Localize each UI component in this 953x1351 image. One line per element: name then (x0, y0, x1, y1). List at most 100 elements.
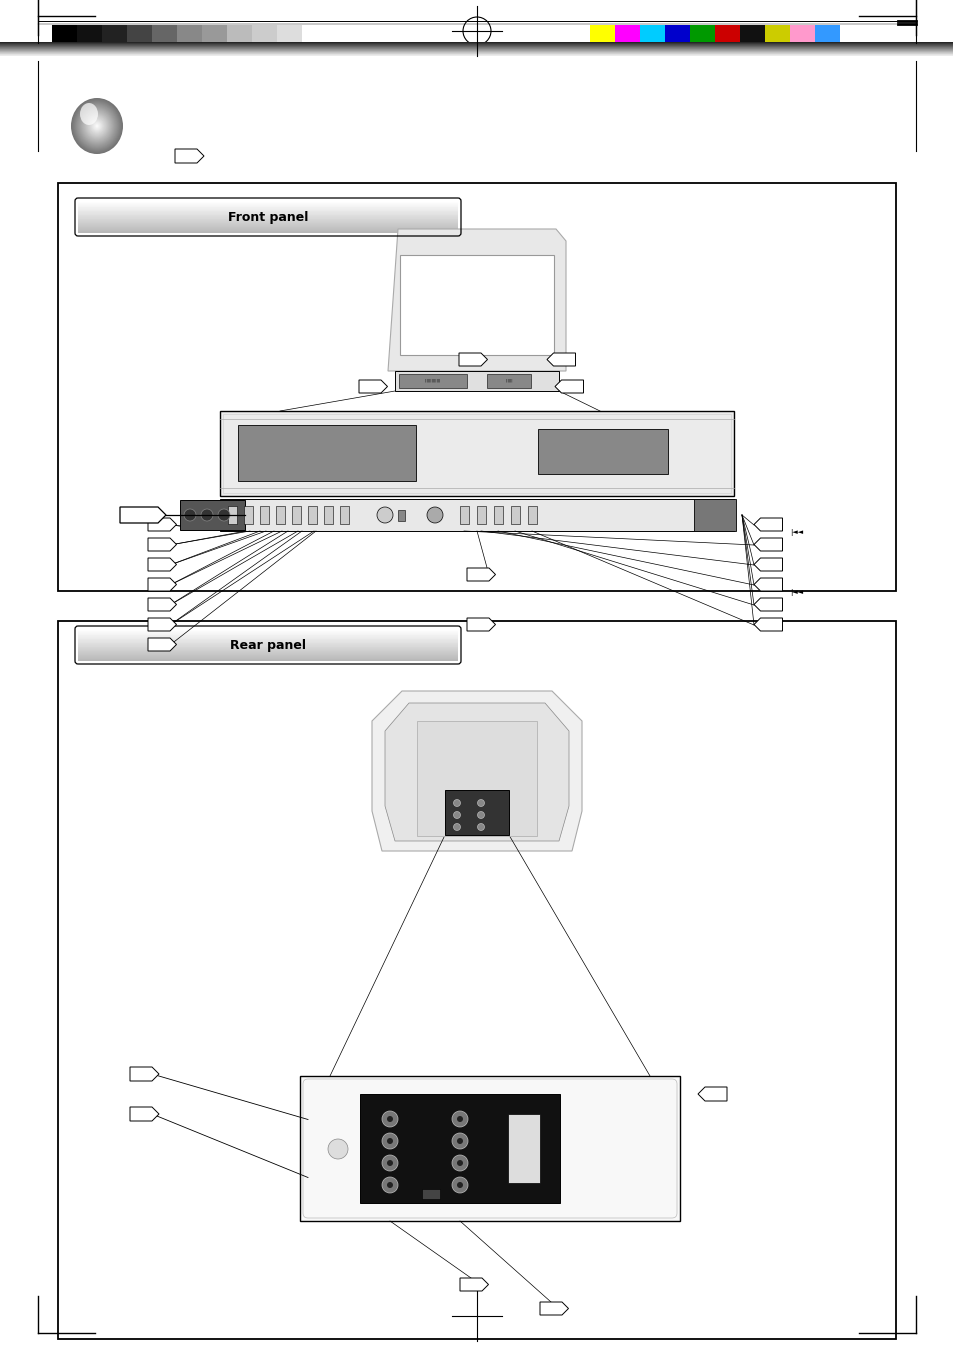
Bar (308, 507, 316, 524)
Bar (223, 413, 730, 493)
Bar (615, 26, 639, 43)
Ellipse shape (82, 109, 112, 142)
Polygon shape (467, 567, 495, 581)
Ellipse shape (96, 126, 98, 127)
Bar (494, 507, 502, 524)
Polygon shape (388, 230, 565, 372)
Circle shape (452, 1155, 468, 1171)
Polygon shape (459, 1278, 488, 1292)
Bar (227, 26, 252, 43)
Bar (324, 507, 333, 524)
Ellipse shape (72, 100, 121, 153)
Ellipse shape (84, 112, 111, 141)
Polygon shape (148, 598, 176, 611)
Circle shape (218, 509, 230, 521)
Circle shape (387, 1116, 393, 1121)
Circle shape (453, 824, 460, 831)
Ellipse shape (76, 104, 117, 149)
Circle shape (456, 1138, 462, 1144)
Circle shape (201, 509, 213, 521)
Polygon shape (148, 578, 176, 590)
Ellipse shape (85, 113, 109, 139)
Circle shape (381, 1111, 397, 1127)
Polygon shape (148, 558, 176, 571)
Circle shape (452, 1111, 468, 1127)
Bar (260, 507, 269, 524)
Bar (416, 721, 537, 836)
Bar (664, 26, 689, 43)
Bar (476, 507, 485, 524)
Text: ||||||: |||||| (505, 378, 512, 382)
Bar (275, 507, 285, 524)
Polygon shape (148, 638, 176, 651)
Ellipse shape (91, 119, 103, 132)
Bar (339, 507, 349, 524)
Text: Front panel: Front panel (228, 211, 308, 223)
Bar (0, 43, 953, 49)
Bar (537, 430, 667, 474)
Polygon shape (539, 1302, 568, 1315)
Polygon shape (372, 690, 581, 851)
Bar (302, 26, 327, 43)
Bar (398, 374, 467, 388)
Text: |||||||||||||: ||||||||||||| (424, 378, 440, 382)
Text: |◄◄: |◄◄ (789, 530, 802, 536)
Ellipse shape (91, 120, 102, 132)
Bar (220, 411, 733, 496)
Polygon shape (130, 1067, 159, 1081)
Circle shape (184, 509, 195, 521)
Bar (127, 26, 152, 43)
Bar (444, 790, 509, 835)
Bar (77, 26, 102, 43)
Circle shape (477, 800, 484, 807)
Ellipse shape (80, 108, 114, 145)
Circle shape (427, 507, 442, 523)
Ellipse shape (93, 122, 100, 130)
Bar (507, 1115, 539, 1183)
Bar (421, 1189, 439, 1198)
Ellipse shape (77, 105, 116, 147)
Polygon shape (467, 617, 495, 631)
Circle shape (452, 1133, 468, 1148)
Bar (639, 26, 664, 43)
Text: Rear panel: Rear panel (230, 639, 306, 651)
Bar (399, 255, 554, 355)
Bar (395, 372, 558, 390)
Ellipse shape (87, 115, 107, 136)
Bar (299, 1075, 679, 1221)
Polygon shape (753, 578, 781, 590)
Circle shape (387, 1161, 393, 1166)
Circle shape (456, 1182, 462, 1188)
Polygon shape (130, 1106, 159, 1121)
Bar (589, 26, 615, 43)
Polygon shape (698, 1088, 726, 1101)
Bar (814, 26, 840, 43)
Polygon shape (358, 380, 387, 393)
Bar (693, 499, 735, 531)
Polygon shape (753, 598, 781, 611)
Bar (58, 182, 895, 590)
Bar (740, 26, 764, 43)
Polygon shape (753, 617, 781, 631)
Bar (244, 507, 253, 524)
Polygon shape (174, 149, 204, 163)
Ellipse shape (75, 103, 118, 149)
Circle shape (387, 1182, 393, 1188)
Ellipse shape (80, 103, 98, 126)
Polygon shape (546, 353, 575, 366)
Bar (789, 26, 814, 43)
Bar (252, 26, 276, 43)
Bar (220, 499, 733, 531)
Circle shape (477, 812, 484, 819)
Bar (276, 26, 302, 43)
Bar (397, 509, 405, 521)
Bar (511, 507, 519, 524)
Bar (52, 26, 77, 43)
Ellipse shape (79, 107, 114, 146)
Ellipse shape (78, 105, 115, 146)
Circle shape (328, 1139, 348, 1159)
Circle shape (381, 1177, 397, 1193)
Polygon shape (753, 538, 781, 551)
Bar (714, 26, 740, 43)
Polygon shape (385, 703, 568, 842)
